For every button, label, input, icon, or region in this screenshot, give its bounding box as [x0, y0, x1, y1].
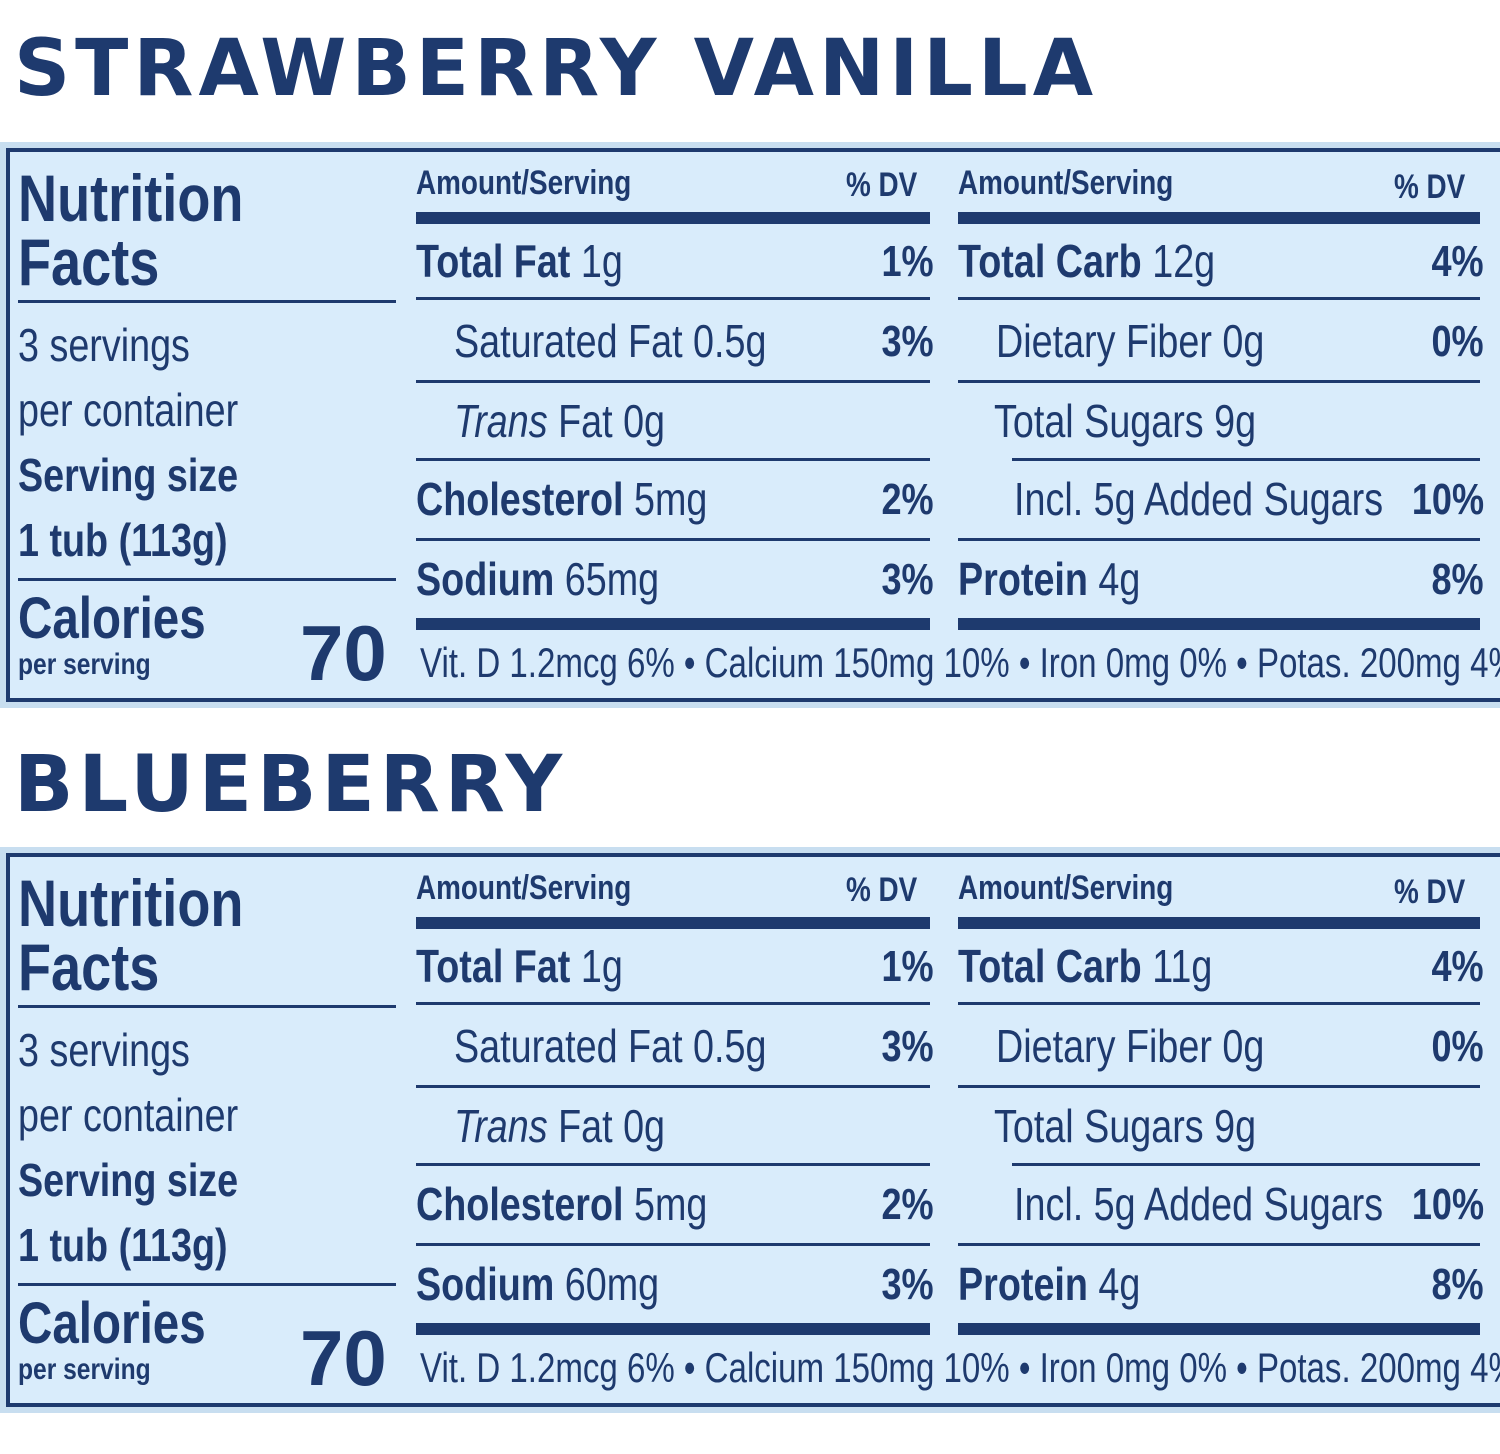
- total-fat-row: Total Fat 1g: [416, 940, 623, 992]
- cholesterol-row: Cholesterol 5mg: [416, 473, 708, 525]
- added-sugars-dv: 10%: [1411, 1180, 1484, 1229]
- divider: [958, 1002, 1480, 1005]
- thick-rule: [958, 1323, 1480, 1335]
- calories-value: 70: [300, 1314, 387, 1402]
- nutrition-panel: Nutrition Facts 3 servings per container…: [6, 853, 1500, 1407]
- thick-rule: [958, 917, 1480, 929]
- cholesterol-dv: 2%: [881, 475, 934, 524]
- sodium-dv: 3%: [881, 1260, 934, 1309]
- total-fat-row: Total Fat 1g: [416, 235, 623, 287]
- dv-header: % DV: [1394, 168, 1466, 206]
- dv-header: % DV: [846, 166, 918, 204]
- divider: [18, 1005, 396, 1008]
- amount-serving-header: Amount/Serving: [416, 164, 632, 202]
- servings-per-container-2: per container: [18, 384, 239, 436]
- divider: [416, 1002, 930, 1005]
- servings-per-container-2: per container: [18, 1089, 239, 1141]
- protein-dv: 8%: [1431, 1260, 1484, 1309]
- saturated-fat-row: Saturated Fat 0.5g: [454, 315, 767, 367]
- saturated-fat-dv: 3%: [881, 1022, 934, 1071]
- divider: [18, 578, 396, 581]
- total-fat-dv: 1%: [881, 237, 934, 286]
- divider: [1012, 458, 1480, 461]
- calories-label: Calories: [18, 1291, 206, 1356]
- dietary-fiber-dv: 0%: [1431, 1022, 1484, 1071]
- nf-title-line1: Nutrition: [18, 866, 244, 940]
- total-fat-dv: 1%: [881, 942, 934, 991]
- calories-per-serving: per serving: [18, 648, 151, 681]
- divider: [1012, 1163, 1480, 1166]
- sodium-row: Sodium 65mg: [416, 553, 660, 605]
- divider: [416, 1085, 930, 1088]
- cholesterol-row: Cholesterol 5mg: [416, 1178, 708, 1230]
- divider: [958, 538, 1480, 541]
- divider: [416, 458, 930, 461]
- vitamins-minerals: Vit. D 1.2mcg 6% • Calcium 150mg 10% • I…: [420, 1344, 1500, 1391]
- serving-size-value: 1 tub (113g): [18, 514, 228, 566]
- protein-row: Protein 4g: [958, 553, 1141, 605]
- total-carb-dv: 4%: [1431, 942, 1484, 991]
- thick-rule: [958, 618, 1480, 630]
- amount-serving-header: Amount/Serving: [958, 164, 1174, 202]
- amount-serving-header: Amount/Serving: [416, 869, 632, 907]
- nf-title-line1: Nutrition: [18, 161, 244, 235]
- trans-fat-row: Trans Fat 0g: [454, 1100, 666, 1152]
- added-sugars-row: Incl. 5g Added Sugars: [1014, 473, 1384, 525]
- thick-rule: [958, 212, 1480, 224]
- calories-value: 70: [300, 609, 387, 697]
- total-sugars-row: Total Sugars 9g: [994, 395, 1257, 447]
- protein-dv: 8%: [1431, 555, 1484, 604]
- divider: [416, 538, 930, 541]
- amount-serving-header: Amount/Serving: [958, 869, 1174, 907]
- divider: [958, 297, 1480, 300]
- dietary-fiber-row: Dietary Fiber 0g: [996, 1020, 1265, 1072]
- protein-row: Protein 4g: [958, 1258, 1141, 1310]
- thick-rule: [416, 618, 930, 630]
- total-carb-row: Total Carb 12g: [958, 235, 1216, 287]
- nutrition-label: Nutrition Facts 3 servings per container…: [0, 847, 1500, 1413]
- cholesterol-dv: 2%: [881, 1180, 934, 1229]
- saturated-fat-dv: 3%: [881, 317, 934, 366]
- trans-fat-row: Trans Fat 0g: [454, 395, 666, 447]
- dietary-fiber-row: Dietary Fiber 0g: [996, 315, 1265, 367]
- calories-per-serving: per serving: [18, 1353, 151, 1386]
- dv-header: % DV: [846, 871, 918, 909]
- flavor-title: STRAWBERRY VANILLA: [14, 24, 1099, 114]
- thick-rule: [416, 917, 930, 929]
- servings-per-container: 3 servings: [18, 1024, 190, 1076]
- dietary-fiber-dv: 0%: [1431, 317, 1484, 366]
- divider: [416, 297, 930, 300]
- serving-size-label: Serving size: [18, 449, 239, 501]
- divider: [18, 300, 396, 303]
- total-carb-row: Total Carb 11g: [958, 940, 1213, 992]
- servings-per-container: 3 servings: [18, 319, 190, 371]
- thick-rule: [416, 1323, 930, 1335]
- divider: [416, 380, 930, 383]
- serving-size-value: 1 tub (113g): [18, 1219, 228, 1271]
- divider: [958, 1243, 1480, 1246]
- flavor-title: BLUEBERRY: [14, 740, 568, 830]
- total-carb-dv: 4%: [1431, 237, 1484, 286]
- divider: [18, 1283, 396, 1286]
- added-sugars-dv: 10%: [1411, 475, 1484, 524]
- added-sugars-row: Incl. 5g Added Sugars: [1014, 1178, 1384, 1230]
- dv-header: % DV: [1394, 873, 1466, 911]
- divider: [416, 1163, 930, 1166]
- sodium-row: Sodium 60mg: [416, 1258, 660, 1310]
- total-sugars-row: Total Sugars 9g: [994, 1100, 1257, 1152]
- sodium-dv: 3%: [881, 555, 934, 604]
- saturated-fat-row: Saturated Fat 0.5g: [454, 1020, 767, 1072]
- calories-label: Calories: [18, 586, 206, 651]
- nutrition-panel: Nutrition Facts 3 servings per container…: [6, 148, 1500, 702]
- vitamins-minerals: Vit. D 1.2mcg 6% • Calcium 150mg 10% • I…: [420, 639, 1500, 686]
- divider: [958, 1085, 1480, 1088]
- thick-rule: [416, 212, 930, 224]
- serving-size-label: Serving size: [18, 1154, 239, 1206]
- divider: [416, 1243, 930, 1246]
- nf-title-line2: Facts: [18, 225, 160, 299]
- nf-title-line2: Facts: [18, 930, 160, 1004]
- nutrition-label: Nutrition Facts 3 servings per container…: [0, 142, 1500, 708]
- divider: [958, 380, 1480, 383]
